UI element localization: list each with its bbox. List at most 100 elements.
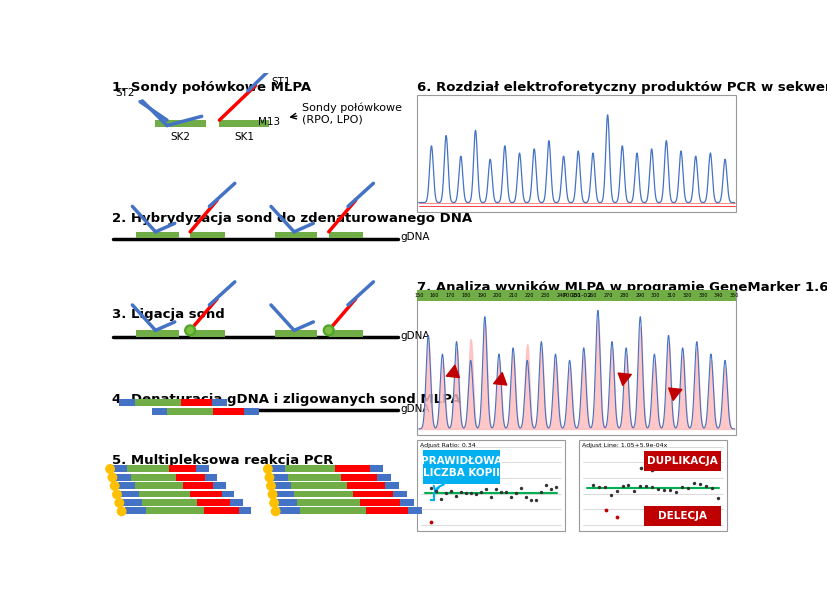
Text: ST1: ST1: [271, 77, 290, 87]
Bar: [393, 490, 407, 498]
Text: 300: 300: [651, 293, 660, 298]
Point: [705, 483, 719, 493]
Bar: [212, 399, 227, 406]
Bar: [239, 508, 251, 514]
Text: gDNA: gDNA: [400, 404, 430, 414]
Point: [669, 487, 682, 497]
Bar: [230, 499, 242, 506]
Point: [616, 481, 629, 491]
Text: 2. Hybrydyzacja sond do zdenaturowanego DNA: 2. Hybrydyzacja sond do zdenaturowanego …: [112, 212, 471, 225]
Bar: [418, 290, 736, 435]
Point: [495, 487, 508, 497]
Bar: [288, 473, 341, 481]
Point: [544, 484, 557, 494]
Bar: [151, 408, 167, 415]
Text: 1. Sondy połówkowe MLPA: 1. Sondy połówkowe MLPA: [112, 81, 311, 94]
Point: [622, 480, 635, 490]
Text: SK1: SK1: [234, 132, 254, 142]
Point: [490, 484, 503, 494]
Bar: [418, 440, 565, 531]
FancyArrowPatch shape: [447, 365, 459, 378]
Circle shape: [326, 328, 332, 334]
Text: 260: 260: [588, 293, 597, 298]
Bar: [418, 290, 736, 301]
Point: [524, 495, 538, 505]
FancyArrowPatch shape: [494, 373, 507, 385]
Point: [681, 483, 695, 493]
Point: [529, 495, 543, 504]
Point: [598, 482, 611, 492]
Bar: [275, 490, 294, 498]
Bar: [155, 120, 206, 127]
Text: 320: 320: [682, 293, 692, 298]
Text: 180: 180: [461, 293, 471, 298]
Point: [699, 481, 712, 491]
Text: 6. Rozdział elektroforetyczny produktów PCR w sekwenatorze i analiza wstępna: 6. Rozdział elektroforetyczny produktów …: [418, 81, 827, 94]
Bar: [135, 399, 181, 406]
Circle shape: [187, 328, 194, 334]
Bar: [423, 450, 500, 484]
Circle shape: [117, 507, 126, 515]
Bar: [275, 331, 318, 337]
Bar: [131, 473, 176, 481]
Circle shape: [112, 490, 122, 498]
Bar: [116, 473, 131, 481]
Point: [611, 512, 624, 522]
Text: 5. Multipleksowa reakcja PCR: 5. Multipleksowa reakcja PCR: [112, 454, 333, 467]
Bar: [360, 499, 400, 506]
Text: 270: 270: [604, 293, 613, 298]
Bar: [366, 508, 408, 514]
Point: [534, 487, 547, 497]
Circle shape: [106, 465, 114, 473]
Bar: [273, 473, 288, 481]
Point: [604, 490, 617, 500]
Bar: [579, 440, 727, 531]
Circle shape: [267, 482, 275, 490]
Bar: [190, 331, 225, 337]
Point: [652, 484, 665, 494]
Bar: [377, 473, 391, 481]
Bar: [418, 95, 736, 212]
Bar: [196, 465, 208, 472]
Point: [455, 487, 468, 497]
Bar: [181, 399, 212, 406]
Circle shape: [111, 482, 119, 490]
Bar: [271, 465, 284, 472]
Bar: [170, 465, 196, 472]
Text: Adjust Ratio: 0.34: Adjust Ratio: 0.34: [420, 443, 476, 448]
Text: gDNA: gDNA: [400, 331, 430, 341]
Bar: [119, 399, 135, 406]
Text: 280: 280: [619, 293, 629, 298]
Bar: [279, 508, 300, 514]
Bar: [284, 465, 335, 472]
Bar: [167, 408, 213, 415]
Bar: [297, 499, 360, 506]
Point: [676, 482, 689, 492]
Point: [500, 487, 513, 497]
Bar: [204, 508, 239, 514]
Bar: [347, 482, 385, 489]
Text: 240: 240: [557, 293, 566, 298]
Point: [657, 486, 671, 495]
Text: Adjust Line: 1.05+5.9e-04x: Adjust Line: 1.05+5.9e-04x: [582, 443, 667, 448]
Point: [519, 492, 533, 502]
Text: SK2: SK2: [170, 132, 190, 142]
Bar: [275, 232, 318, 238]
Text: 200: 200: [493, 293, 503, 298]
Point: [434, 494, 447, 504]
Bar: [127, 465, 170, 472]
Bar: [341, 473, 377, 481]
Bar: [142, 499, 197, 506]
Text: 150: 150: [414, 293, 423, 298]
Bar: [146, 508, 204, 514]
Point: [514, 483, 528, 493]
Bar: [136, 232, 179, 238]
Bar: [122, 499, 142, 506]
Text: 7. Analiza wyników MLPA w programie GeneMarker 1.6: 7. Analiza wyników MLPA w programie Gene…: [418, 281, 827, 294]
Bar: [190, 232, 225, 238]
Point: [633, 481, 647, 491]
Point: [475, 487, 488, 497]
Text: DUPLIKACJA: DUPLIKACJA: [647, 456, 718, 467]
Bar: [136, 331, 179, 337]
Text: 340: 340: [714, 293, 724, 298]
